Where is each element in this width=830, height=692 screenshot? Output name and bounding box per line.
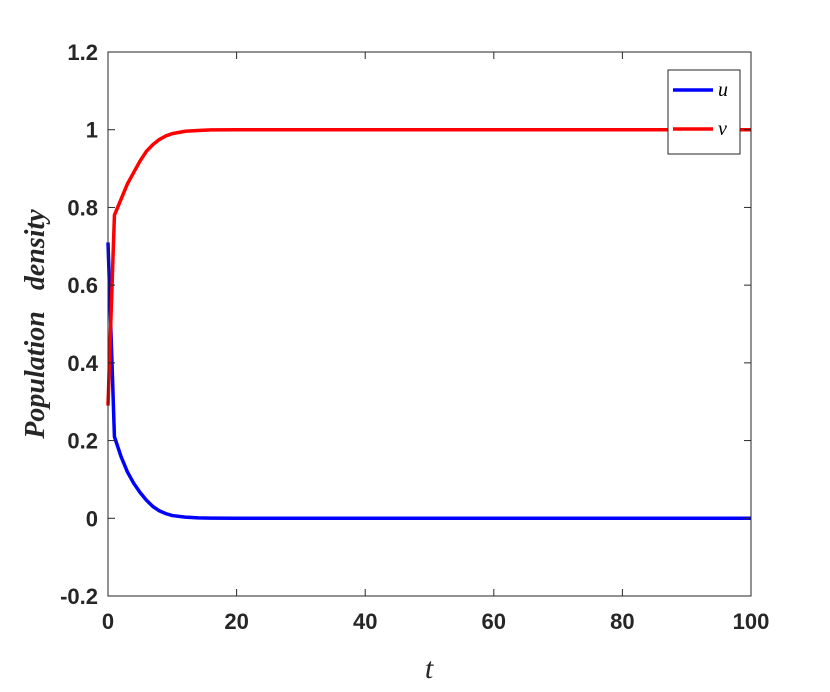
legend-box xyxy=(667,69,741,155)
y-tick-label: 1 xyxy=(86,118,98,143)
series-line-u xyxy=(106,242,751,521)
axes-box xyxy=(107,51,752,597)
x-axis-label: t xyxy=(425,652,434,685)
x-tick-label: 40 xyxy=(353,609,377,634)
series-layer xyxy=(106,127,751,521)
x-tick-label: 60 xyxy=(482,609,506,634)
plot-area xyxy=(108,52,751,596)
y-tick-label: 0.4 xyxy=(67,351,98,376)
series-line-v xyxy=(106,127,751,406)
y-tick-label: 0.8 xyxy=(67,195,98,220)
y-axis-label: Population density xyxy=(20,209,51,440)
y-tick-label: 0 xyxy=(86,506,98,531)
axes-layer: 0 20 40 60 80 100-0.200.20.40.60.811.2 xyxy=(60,40,769,634)
y-tick-label: 0.6 xyxy=(67,273,98,298)
x-tick-label: 20 xyxy=(224,609,248,634)
y-tick-label: 0.2 xyxy=(67,429,98,454)
x-tick-label: 80 xyxy=(610,609,634,634)
legend: uv xyxy=(667,69,741,155)
x-tick-label: 100 xyxy=(733,609,770,634)
legend-label-u: u xyxy=(718,79,728,101)
legend-label-v: v xyxy=(718,118,727,140)
y-tick-label: 1.2 xyxy=(67,40,98,65)
y-tick-label: -0.2 xyxy=(60,584,98,609)
x-tick-label: 0 xyxy=(102,609,114,634)
